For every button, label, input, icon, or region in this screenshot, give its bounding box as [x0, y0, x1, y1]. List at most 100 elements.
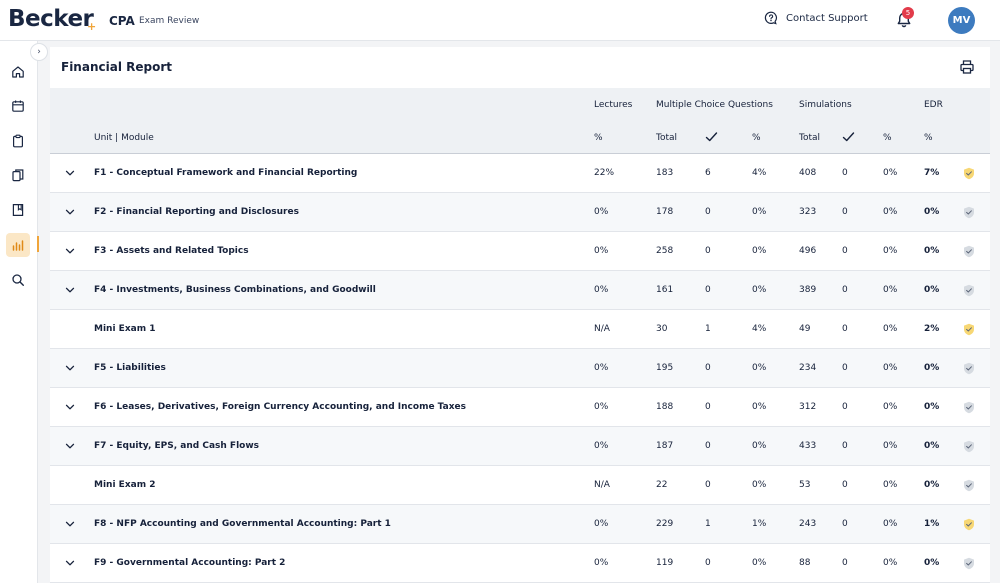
- unit-name[interactable]: F6 - Leases, Derivatives, Foreign Curren…: [94, 402, 466, 412]
- mcq-correct: 0: [705, 207, 711, 217]
- unit-name[interactable]: Mini Exam 1: [94, 324, 156, 334]
- header-mcq-correct-icon: [705, 131, 718, 146]
- chevron-down-icon[interactable]: [64, 167, 76, 179]
- header-unit-module[interactable]: Unit | Module: [94, 133, 154, 143]
- sidebar-item-copy[interactable]: [6, 163, 30, 187]
- header-sim-total: Total: [799, 133, 821, 143]
- table-row[interactable]: F5 - Liabilities 0% 195 0 0% 234 0 0% 0%: [50, 349, 990, 388]
- print-button[interactable]: [959, 59, 975, 75]
- mcq-total: 188: [656, 402, 674, 412]
- avatar[interactable]: MV: [948, 7, 975, 34]
- table-row[interactable]: Mini Exam 2 N/A 22 0 0% 53 0 0% 0%: [50, 466, 990, 505]
- edr-pct: 0%: [924, 285, 940, 295]
- table-row[interactable]: F3 - Assets and Related Topics 0% 258 0 …: [50, 232, 990, 271]
- shield-check-icon: [963, 518, 975, 531]
- chevron-down-icon[interactable]: [64, 284, 76, 296]
- mcq-correct: 1: [705, 324, 711, 334]
- table-row[interactable]: F7 - Equity, EPS, and Cash Flows 0% 187 …: [50, 427, 990, 466]
- mcq-pct: 4%: [752, 168, 767, 178]
- chevron-down-icon[interactable]: [64, 557, 76, 569]
- edr-pct: 0%: [924, 480, 940, 490]
- sim-pct: 0%: [883, 246, 898, 256]
- bar-chart-icon: [12, 240, 24, 251]
- sidebar-item-reports[interactable]: [6, 233, 30, 257]
- table-row[interactable]: F6 - Leases, Derivatives, Foreign Curren…: [50, 388, 990, 427]
- mcq-total: 178: [656, 207, 674, 217]
- edr-pct: 0%: [924, 402, 940, 412]
- sim-total: 49: [799, 324, 811, 334]
- mcq-total: 187: [656, 441, 674, 451]
- chevron-down-icon[interactable]: [64, 401, 76, 413]
- sim-correct: 0: [842, 402, 848, 412]
- sidebar-collapse-button[interactable]: ›: [30, 43, 48, 61]
- chevron-down-icon[interactable]: [64, 206, 76, 218]
- sidebar-item-bookmark[interactable]: [6, 198, 30, 222]
- unit-name[interactable]: F3 - Assets and Related Topics: [94, 246, 249, 256]
- unit-name[interactable]: F9 - Governmental Accounting: Part 2: [94, 558, 286, 568]
- becker-logo[interactable]: Becker: [8, 6, 94, 32]
- unit-name[interactable]: F7 - Equity, EPS, and Cash Flows: [94, 441, 260, 451]
- unit-name[interactable]: F2 - Financial Reporting and Disclosures: [94, 207, 299, 217]
- table-row[interactable]: F8 - NFP Accounting and Governmental Acc…: [50, 505, 990, 544]
- chevron-down-icon[interactable]: [64, 518, 76, 530]
- shield-check-icon: [963, 362, 975, 375]
- sim-total: 389: [799, 285, 817, 295]
- lectures-pct: 0%: [594, 441, 609, 451]
- sim-total: 433: [799, 441, 817, 451]
- sim-pct: 0%: [883, 324, 898, 334]
- unit-name[interactable]: F1 - Conceptual Framework and Financial …: [94, 168, 358, 178]
- mcq-pct: 0%: [752, 246, 767, 256]
- unit-name[interactable]: F4 - Investments, Business Combinations,…: [94, 285, 376, 295]
- sim-correct: 0: [842, 324, 848, 334]
- unit-name[interactable]: F5 - Liabilities: [94, 363, 166, 373]
- header-simulations: Simulations: [799, 100, 852, 110]
- mcq-correct: 0: [705, 246, 711, 256]
- header-mcq-total: Total: [656, 133, 678, 143]
- lectures-pct: 0%: [594, 246, 609, 256]
- header-edr-pct: %: [924, 133, 933, 143]
- mcq-pct: 0%: [752, 285, 767, 295]
- unit-name[interactable]: Mini Exam 2: [94, 480, 156, 490]
- table-row[interactable]: Mini Exam 1 N/A 30 1 4% 49 0 0% 2%: [50, 310, 990, 349]
- contact-support-link[interactable]: Contact Support: [764, 11, 868, 25]
- lectures-pct: 0%: [594, 363, 609, 373]
- header-sim-pct: %: [883, 133, 892, 143]
- chevron-down-icon[interactable]: [64, 245, 76, 257]
- sidebar-item-search[interactable]: [6, 268, 30, 292]
- header-mcq-pct: %: [752, 133, 761, 143]
- table-row[interactable]: F4 - Investments, Business Combinations,…: [50, 271, 990, 310]
- chevron-down-icon[interactable]: [64, 440, 76, 452]
- header-mcq: Multiple Choice Questions: [656, 100, 773, 110]
- lectures-pct: 0%: [594, 285, 609, 295]
- edr-pct: 0%: [924, 207, 940, 217]
- edr-pct: 1%: [924, 519, 940, 529]
- table-header: Lectures Multiple Choice Questions Simul…: [50, 88, 990, 154]
- header-lectures-pct: %: [594, 133, 603, 143]
- sidebar-item-home[interactable]: [6, 60, 30, 84]
- sim-correct: 0: [842, 363, 848, 373]
- sim-correct: 0: [842, 480, 848, 490]
- mcq-total: 161: [656, 285, 674, 295]
- unit-name[interactable]: F8 - NFP Accounting and Governmental Acc…: [94, 519, 391, 529]
- sim-correct: 0: [842, 246, 848, 256]
- notification-count-badge: 5: [902, 7, 914, 19]
- mcq-correct: 0: [705, 363, 711, 373]
- table-row[interactable]: F9 - Governmental Accounting: Part 2 0% …: [50, 544, 990, 583]
- chevron-down-icon[interactable]: [64, 362, 76, 374]
- sidebar-item-clipboard[interactable]: [6, 129, 30, 153]
- mcq-total: 258: [656, 246, 674, 256]
- sim-correct: 0: [842, 207, 848, 217]
- mcq-total: 22: [656, 480, 668, 490]
- shield-check-icon: [963, 440, 975, 453]
- sidebar-item-calendar[interactable]: [6, 94, 30, 118]
- lectures-pct: 0%: [594, 519, 609, 529]
- contact-support-label: Contact Support: [786, 12, 868, 24]
- sim-total: 496: [799, 246, 817, 256]
- table-row[interactable]: F1 - Conceptual Framework and Financial …: [50, 154, 990, 193]
- sim-correct: 0: [842, 558, 848, 568]
- edr-pct: 0%: [924, 441, 940, 451]
- mcq-correct: 0: [705, 402, 711, 412]
- shield-check-icon: [963, 557, 975, 570]
- table-row[interactable]: F2 - Financial Reporting and Disclosures…: [50, 193, 990, 232]
- sim-total: 323: [799, 207, 817, 217]
